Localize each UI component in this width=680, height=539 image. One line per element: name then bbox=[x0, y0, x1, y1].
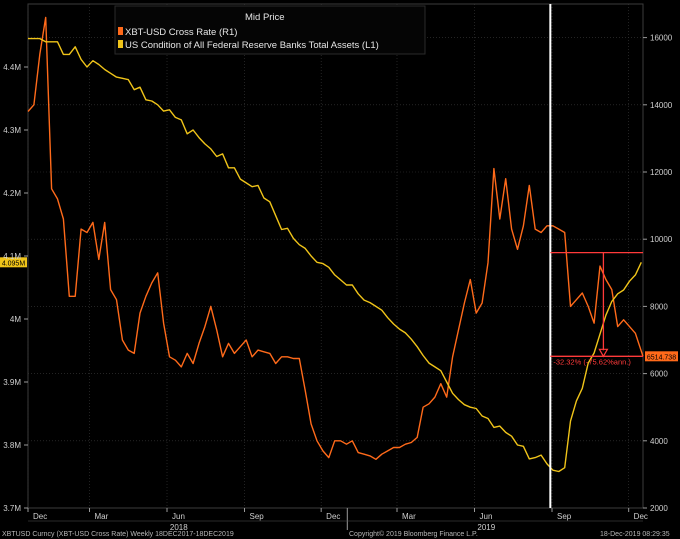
right-value-badge bbox=[645, 351, 678, 362]
year-label: 2019 bbox=[477, 523, 495, 532]
x-tick-label: Jun bbox=[172, 512, 185, 521]
right-tick-label: 14000 bbox=[650, 101, 673, 110]
x-tick-label: Dec bbox=[634, 512, 648, 521]
right-tick-label: 8000 bbox=[650, 302, 668, 311]
left-tick-label: 3.9M bbox=[3, 378, 21, 387]
left-tick-label: 4M bbox=[10, 315, 21, 324]
series-line-fed-assets bbox=[28, 37, 642, 473]
annotation-arrow-head bbox=[598, 348, 609, 358]
legend-title: Mid Price bbox=[245, 12, 285, 23]
legend-swatch-xbt bbox=[118, 27, 123, 35]
left-value-label: 4.095M bbox=[2, 260, 26, 267]
legend-swatch-fed bbox=[118, 40, 123, 48]
left-tick-label: 3.8M bbox=[3, 441, 21, 450]
legend-entry-fed: US Condition of All Federal Reserve Bank… bbox=[125, 40, 379, 51]
x-tick-label: Mar bbox=[95, 512, 109, 521]
x-tick-label: Sep bbox=[557, 512, 572, 521]
footer-left: XBTUSD Curncy (XBT-USD Cross Rate) Weekl… bbox=[2, 531, 234, 538]
legend: Mid Price XBT-USD Cross Rate (R1) US Con… bbox=[114, 5, 426, 55]
left-tick-label: 4.1M bbox=[3, 252, 21, 261]
left-value-badge bbox=[0, 257, 27, 268]
right-tick-label: 16000 bbox=[650, 34, 673, 43]
footer-center: Copyright© 2019 Bloomberg Finance L.P. bbox=[349, 530, 478, 538]
grid bbox=[27, 3, 644, 509]
footer-right: 18-Dec-2019 08:29:35 bbox=[600, 531, 670, 538]
left-tick-label: 4.4M bbox=[3, 63, 21, 72]
right-tick-label: 10000 bbox=[650, 235, 673, 244]
x-tick-label: Mar bbox=[402, 512, 416, 521]
series-layer bbox=[27, 16, 644, 473]
right-tick-label: 12000 bbox=[650, 168, 673, 177]
right-tick-label: 6000 bbox=[650, 370, 668, 379]
annotation-label: -32.32% (-75.62%ann.) bbox=[553, 357, 631, 366]
footer: XBTUSD Curncy (XBT-USD Cross Rate) Weekl… bbox=[2, 530, 670, 538]
x-tick-label: Dec bbox=[33, 512, 47, 521]
left-tick-label: 4.3M bbox=[3, 126, 21, 135]
right-tick-label: 4000 bbox=[650, 437, 668, 446]
axes: 2000 4000 6000 8000 10000 12000 14000 16000 3.7M… bbox=[3, 34, 673, 532]
annotation-layer: -32.32% (-75.62%ann.) 4.095M 6514.738 bbox=[0, 4, 678, 508]
x-tick-label: Dec bbox=[326, 512, 340, 521]
year-label: 2018 bbox=[170, 523, 188, 532]
left-tick-label: 3.7M bbox=[3, 504, 21, 513]
right-value-label: 6514.738 bbox=[647, 354, 676, 361]
legend-entry-xbt: XBT-USD Cross Rate (R1) bbox=[125, 27, 237, 38]
x-tick-label: Jun bbox=[480, 512, 493, 521]
left-tick-label: 4.2M bbox=[3, 189, 21, 198]
series-line-xbt bbox=[27, 16, 644, 460]
x-tick-label: Sep bbox=[250, 512, 265, 521]
right-tick-label: 2000 bbox=[650, 504, 668, 513]
